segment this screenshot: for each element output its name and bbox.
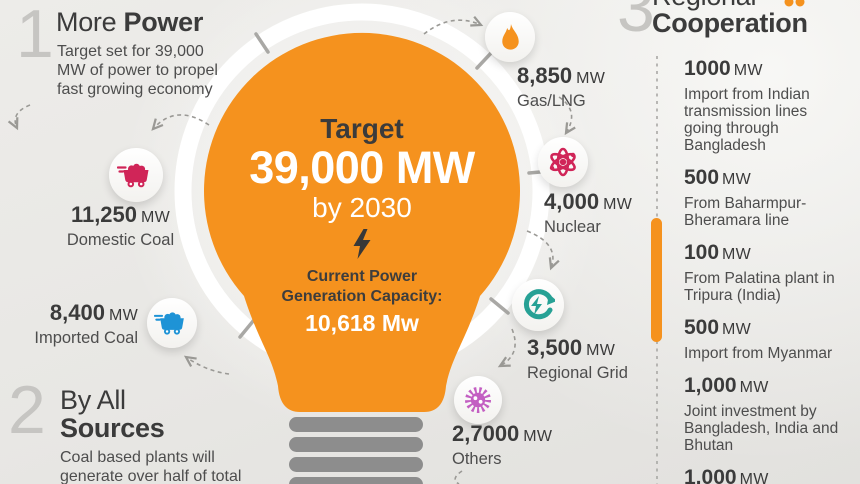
bulb-target-value: 39,000 MW — [249, 142, 475, 193]
coop-item-0-unit: MW — [733, 62, 763, 79]
others-label: Others — [452, 450, 502, 468]
coop-item-1-desc: From Baharmpur-Bheramara line — [684, 195, 807, 229]
handshake-icon — [784, 0, 805, 7]
imported-coal-value: 8,400 — [49, 300, 105, 325]
nuclear-label: Nuclear — [544, 218, 601, 236]
section-three-title-light: Regional — [652, 0, 808, 10]
regional-grid-icon-circle — [512, 279, 564, 331]
coop-item-2-unit: MW — [722, 246, 752, 263]
arrow-to-domestic-coal — [151, 114, 210, 131]
coop-item-2: 100 MW From Palatina plant in Tripura (In… — [684, 241, 844, 305]
section-two-title-bold: Sources — [60, 413, 165, 443]
others-unit: MW — [523, 428, 553, 445]
coop-item-3: 500 MW Import from Myanmar — [684, 316, 844, 363]
cooperation-list: 1000 MW Import from Indian transmission l… — [684, 58, 844, 484]
coop-item-0-desc: Import from Indian transmission lines go… — [684, 86, 810, 154]
coop-item-0: 1000 MW Import from Indian transmission l… — [684, 57, 844, 155]
coal-cart-icon — [117, 163, 149, 188]
dashed-arrows — [7, 15, 576, 484]
coop-item-5-value: 1,000 — [684, 466, 737, 484]
section-three-title: Regional Cooperation — [652, 0, 808, 37]
imported-coal-stat: 8,400 MW Imported Coal — [18, 301, 138, 349]
atom-icon — [549, 147, 576, 177]
coop-item-4: 1,000 MW Joint investment by Bangladesh, … — [684, 374, 844, 455]
coop-item-3-value: 500 — [684, 316, 720, 339]
others-value: 2,7000 — [452, 421, 520, 446]
coop-item-5-unit: MW — [739, 471, 769, 484]
imported-coal-label: Imported Coal — [34, 329, 138, 347]
section-one-body: Target set for 39,000 MW of power to pro… — [57, 43, 218, 98]
gas-lng-icon-circle — [485, 12, 535, 62]
domestic-coal-value: 11,250 — [70, 202, 138, 227]
coop-item-1: 500 MW From Baharmpur-Bheramara line — [684, 166, 844, 230]
others-stat: 2,7000 MW Others — [452, 422, 552, 470]
coop-item-4-value: 1,000 — [684, 374, 737, 397]
section-two-title: By All Sources — [60, 385, 165, 443]
arrow-decor-left — [7, 104, 31, 131]
gas-lng-stat: 8,850 MW Gas/LNG — [517, 64, 605, 112]
lightning-bolt-icon — [349, 229, 375, 264]
others-icon-circle — [454, 376, 502, 424]
bulb-capacity-label: Current Power Generation Capacity: — [281, 268, 443, 305]
domestic-coal-stat: 11,250 MW Domestic Coal — [48, 203, 193, 251]
section-one-title-bold: Power — [123, 7, 204, 37]
coop-item-0-value: 1000 — [684, 57, 731, 80]
bulb-shape — [204, 32, 521, 412]
arrow-to-others — [497, 328, 516, 368]
coal-cart-icon — [154, 312, 184, 335]
domestic-coal-icon-circle — [109, 148, 163, 202]
gas-lng-label: Gas/LNG — [517, 92, 586, 110]
coop-item-4-desc: Joint investment by Bangladesh, India an… — [684, 403, 839, 454]
coop-item-2-value: 100 — [684, 241, 720, 264]
coop-item-3-desc: Import from Myanmar — [684, 345, 833, 362]
regional-grid-stat: 3,500 MW Regional Grid — [527, 336, 628, 384]
arrow-to-grid — [526, 230, 560, 271]
section-one-number: 1 — [16, 0, 54, 72]
section-three-title-bold: Cooperation — [652, 8, 808, 38]
section-two-title-light: By All — [60, 385, 126, 415]
arrow-to-nuclear — [558, 96, 576, 136]
regional-grid-unit: MW — [586, 342, 616, 359]
bulb-deadline: by 2030 — [312, 192, 412, 223]
bulb-base-threads — [289, 417, 423, 484]
domestic-coal-unit: MW — [141, 209, 171, 226]
nuclear-stat: 4,000 MW Nuclear — [544, 190, 632, 238]
imported-coal-unit: MW — [108, 307, 138, 324]
coop-item-4-unit: MW — [739, 379, 769, 396]
coop-item-1-unit: MW — [722, 171, 752, 188]
divider-accent-bar — [651, 218, 662, 342]
gas-lng-unit: MW — [576, 70, 606, 87]
bulb-text: Target 39,000 MW by 2030 Current Power G… — [222, 113, 502, 337]
coop-item-3-unit: MW — [722, 321, 752, 338]
domestic-coal-label: Domestic Coal — [66, 231, 175, 249]
arrow-decor-bottom — [454, 470, 463, 484]
imported-coal-icon-circle — [147, 298, 197, 348]
nuclear-value: 4,000 — [544, 189, 600, 214]
coop-item-2-desc: From Palatina plant in Tripura (India) — [684, 270, 835, 304]
section-three-number: 3 — [617, 0, 655, 46]
coop-item-1-value: 500 — [684, 166, 720, 189]
arrow-to-gas — [423, 15, 484, 35]
gas-lng-value: 8,850 — [517, 63, 573, 88]
sun-swirl-icon — [465, 387, 491, 413]
regional-grid-label: Regional Grid — [527, 364, 628, 382]
arrow-to-imported-coal — [183, 355, 230, 375]
section-one-title: More Power — [56, 8, 203, 36]
power-cycle-icon — [523, 289, 555, 320]
section-two-number: 2 — [8, 372, 46, 448]
bulb-target-label: Target — [320, 113, 404, 144]
nuclear-icon-circle — [538, 137, 588, 187]
section-one-title-light: More — [56, 7, 124, 37]
bulb-capacity-value: 10,618 Mw — [305, 310, 419, 336]
nuclear-unit: MW — [603, 196, 633, 213]
regional-grid-value: 3,500 — [527, 335, 583, 360]
section-two-body: Coal based plants will generate over hal… — [60, 449, 242, 484]
flame-icon — [501, 23, 519, 50]
